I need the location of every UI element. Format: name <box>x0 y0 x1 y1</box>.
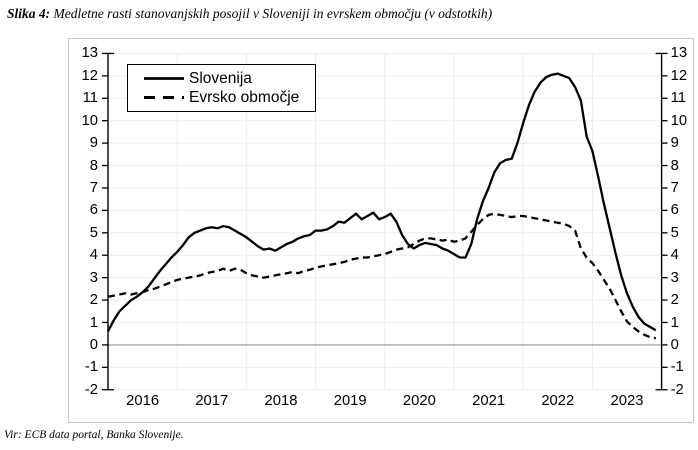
y-tick-label-left: 4 <box>89 247 98 264</box>
y-tick-label-right: 8 <box>670 157 679 174</box>
y-tick-label-left: 12 <box>81 67 98 84</box>
x-year-label: 2018 <box>264 393 298 409</box>
y-tick-label-right: 0 <box>670 336 679 353</box>
figure-title: Slika 4: Medletne rasti stanovanjskih po… <box>7 6 697 22</box>
x-year-label: 2020 <box>402 393 436 409</box>
y-tick-label-right: -1 <box>670 359 684 376</box>
y-tick-label-left: 9 <box>89 135 98 152</box>
y-tick-label-left: 7 <box>89 180 98 196</box>
y-tick-label-right: 12 <box>670 67 688 84</box>
y-tick-label-left: 1 <box>89 314 98 331</box>
y-tick-label-right: -2 <box>670 381 684 398</box>
figure-number: Slika 4: <box>7 6 51 21</box>
series-line <box>107 212 657 340</box>
y-tick-label-left: 11 <box>82 90 98 107</box>
y-tick-label-left: 8 <box>89 157 98 174</box>
chart-legend: Slovenija Evrsko območje <box>127 64 316 112</box>
y-tick-label-right: 2 <box>670 292 679 309</box>
y-tick-label-right: 10 <box>670 112 688 129</box>
y-tick-label-left: 2 <box>89 292 98 309</box>
legend-label-evrsko: Evrsko območje <box>189 88 300 106</box>
y-tick-label-right: 4 <box>670 247 679 264</box>
x-year-label: 2017 <box>195 393 229 409</box>
figure-caption: Medletne rasti stanovanjskih posojil v S… <box>53 6 493 21</box>
y-tick-label-right: 3 <box>670 269 679 286</box>
y-tick-label-right: 5 <box>670 224 679 241</box>
y-tick-label-left: 3 <box>89 269 98 286</box>
y-tick-label-left: -1 <box>84 359 98 376</box>
source-note: Vir: ECB data portal, Banka Slovenije. <box>4 429 184 441</box>
x-year-label: 2021 <box>472 393 506 409</box>
dashed-line-sample <box>144 96 184 99</box>
x-year-label: 2019 <box>333 393 367 409</box>
x-year-label: 2022 <box>541 393 575 409</box>
y-tick-label-right: 9 <box>670 135 679 152</box>
solid-line-sample <box>144 77 184 80</box>
y-tick-label-left: 5 <box>89 224 98 241</box>
y-tick-label-right: 11 <box>670 90 686 107</box>
x-year-label: 2023 <box>610 393 644 409</box>
x-year-label: 2016 <box>126 393 160 409</box>
y-tick-label-right: 13 <box>670 45 688 62</box>
y-tick-label-left: 6 <box>89 202 98 219</box>
y-tick-label-right: 7 <box>670 180 679 196</box>
series-line <box>106 72 657 332</box>
y-tick-label-left: 10 <box>81 112 98 129</box>
y-tick-label-left: 0 <box>89 336 98 353</box>
y-tick-label-left: -2 <box>84 381 98 398</box>
y-tick-label-right: 6 <box>670 202 679 219</box>
legend-item-slovenija: Slovenija <box>141 69 311 88</box>
legend-label-slovenija: Slovenija <box>189 69 252 87</box>
legend-item-evrsko: Evrsko območje <box>141 88 311 107</box>
y-tick-label-right: 1 <box>670 314 679 331</box>
y-tick-label-left: 13 <box>81 45 98 62</box>
